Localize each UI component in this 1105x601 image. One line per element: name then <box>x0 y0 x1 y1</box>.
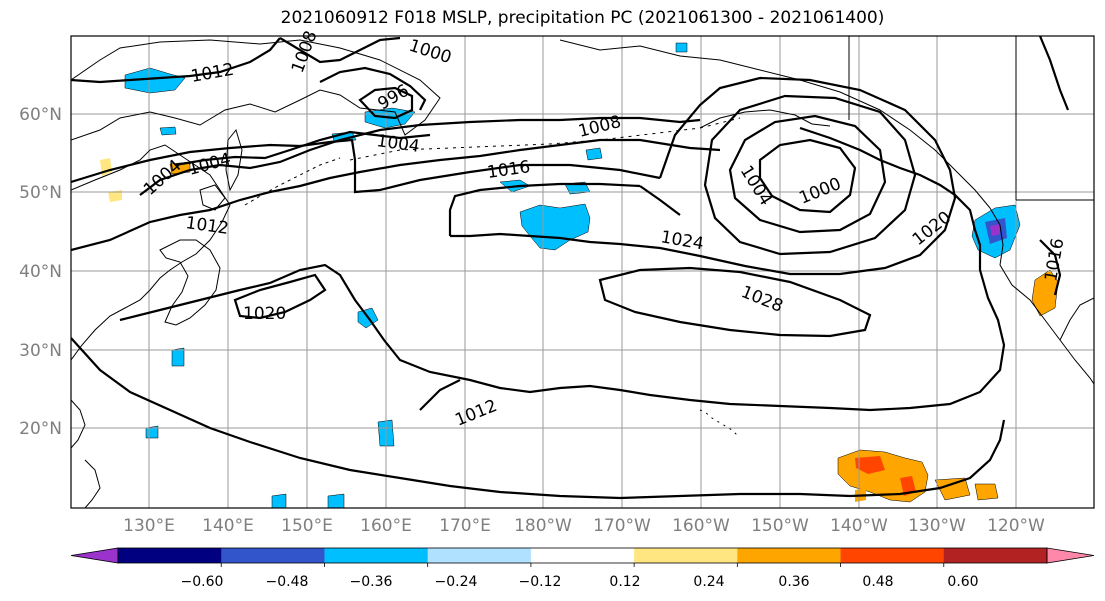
lon-label: 170°E <box>439 516 491 536</box>
colorbar-segment <box>324 548 429 563</box>
colorbar-tick-labels: −0.60 −0.48 −0.36 −0.24 −0.12 0.12 0.24 … <box>181 574 979 590</box>
lon-label: 150°E <box>281 516 333 536</box>
colorbar-tick-label: −0.60 <box>181 574 224 590</box>
coastlines <box>71 36 1094 508</box>
colorbar-extend-max <box>1046 547 1095 564</box>
map-background <box>71 36 1094 508</box>
colorbar-segment <box>737 548 842 563</box>
page-title: 2021060912 F018 MSLP, precipitation PC (… <box>280 8 885 28</box>
precip-shading <box>100 42 1059 508</box>
isobar-label: 1020 <box>243 304 286 324</box>
colorbar-segment <box>840 548 945 563</box>
colorbar-extend-min <box>70 547 119 564</box>
longitude-labels: 130°E 140°E 150°E 160°E 170°E 180°W 170°… <box>123 516 1045 536</box>
colorbar-segment <box>943 548 1048 563</box>
lon-label: 130°W <box>908 516 966 536</box>
lon-label: 140°W <box>830 516 888 536</box>
colorbar-tick-label: −0.24 <box>435 574 478 590</box>
colorbar-tick-label: −0.48 <box>266 574 309 590</box>
colorbar-segment <box>530 548 635 563</box>
colorbar-tick-label: 0.24 <box>693 574 724 590</box>
lon-label: 180°W <box>514 516 572 536</box>
lat-label: 60°N <box>19 105 62 125</box>
map-frame <box>70 35 1095 509</box>
colorbar-segment <box>118 548 222 563</box>
colorbar-tick-label: 0.12 <box>609 574 640 590</box>
lon-label: 130°E <box>123 516 175 536</box>
lat-label: 30°N <box>19 341 62 361</box>
lon-label: 120°W <box>987 516 1045 536</box>
lon-label: 160°W <box>672 516 730 536</box>
colorbar <box>70 547 1095 567</box>
lat-label: 20°N <box>19 419 62 439</box>
colorbar-segment <box>634 548 738 563</box>
colorbar-tick-label: −0.36 <box>350 574 393 590</box>
isobars <box>71 36 1070 500</box>
colorbar-tick-label: −0.12 <box>519 574 562 590</box>
colorbar-tick-label: 0.48 <box>862 574 893 590</box>
lon-label: 150°W <box>751 516 809 536</box>
latitude-labels: 60°N 50°N 40°N 30°N 20°N <box>19 105 62 439</box>
lon-label: 170°W <box>593 516 651 536</box>
colorbar-segment <box>427 548 532 563</box>
colorbar-tick-label: 0.60 <box>947 574 978 590</box>
lat-label: 40°N <box>19 262 62 282</box>
lon-label: 160°E <box>360 516 412 536</box>
colorbar-tick-label: 0.36 <box>778 574 809 590</box>
lon-label: 140°E <box>202 516 254 536</box>
colorbar-segment <box>221 548 325 563</box>
colorbar-frame <box>117 547 1048 564</box>
lat-label: 50°N <box>19 183 62 203</box>
